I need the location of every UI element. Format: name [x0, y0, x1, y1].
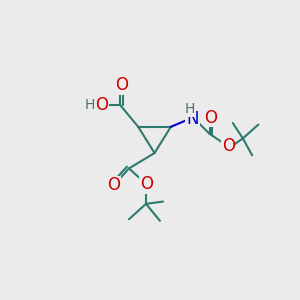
- Text: H: H: [85, 98, 95, 112]
- Text: H: H: [185, 102, 195, 116]
- Text: O: O: [107, 176, 120, 194]
- Text: O: O: [222, 137, 235, 155]
- Text: N: N: [186, 110, 199, 128]
- Text: O: O: [95, 96, 108, 114]
- Text: O: O: [140, 175, 153, 193]
- Text: O: O: [205, 109, 218, 127]
- Text: O: O: [115, 76, 128, 94]
